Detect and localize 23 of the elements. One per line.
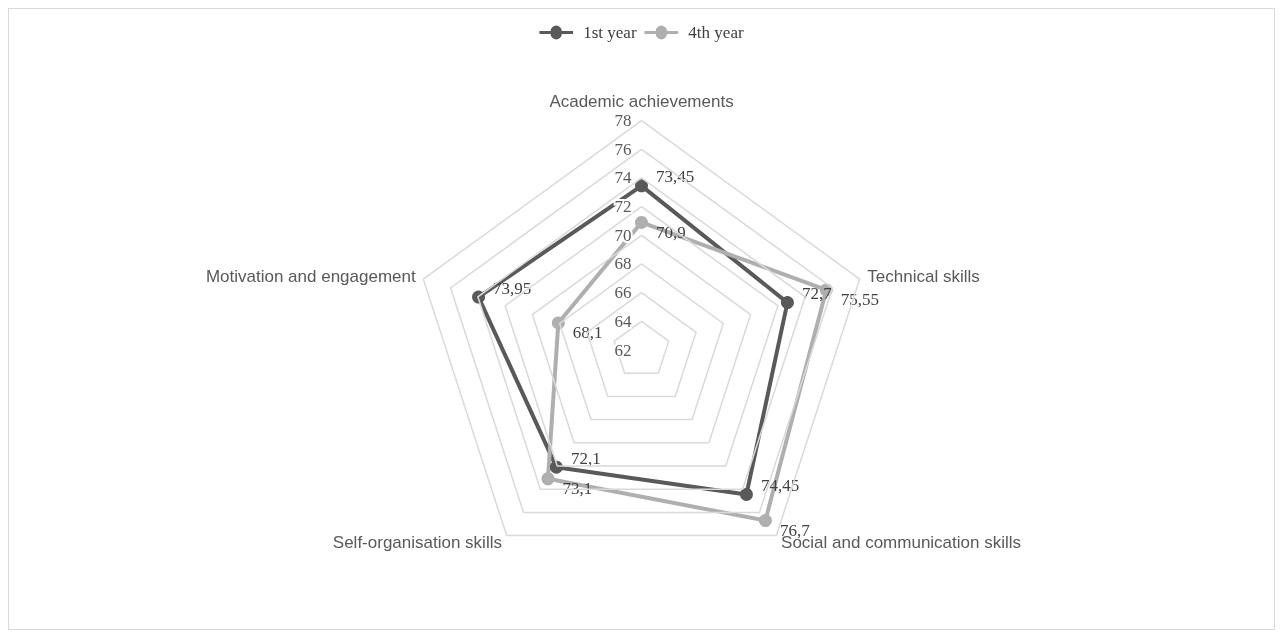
data-label: 72,1 (570, 448, 601, 468)
data-label: 70,9 (656, 222, 686, 242)
spoke-label: Self-organisation skills (332, 532, 502, 552)
data-label: 72,7 (801, 284, 833, 304)
data-label: 73,45 (656, 167, 695, 187)
legend-label: 4th year (688, 23, 744, 42)
y-tick-label: 74 (614, 168, 632, 188)
y-tick-label: 68 (614, 254, 632, 274)
y-tick-label: 62 (614, 340, 632, 360)
y-tick-label: 64 (614, 311, 632, 331)
y-tick-label: 76 (614, 139, 632, 159)
data-label: 75,55 (840, 290, 880, 310)
y-tick-label: 78 (614, 111, 632, 131)
data-label: 73,1 (562, 479, 593, 499)
data-label: 68,1 (572, 323, 603, 343)
spoke-label: Technical skills (867, 267, 980, 287)
y-tick-label: 70 (614, 225, 632, 245)
legend-label: 1st year (583, 23, 637, 42)
data-label: 74,45 (760, 475, 800, 495)
y-tick-label: 66 (614, 283, 632, 303)
spoke-label: Academic achievements (549, 92, 734, 112)
data-label: 73,95 (493, 278, 532, 298)
spoke-label: Motivation and engagement (205, 267, 416, 287)
